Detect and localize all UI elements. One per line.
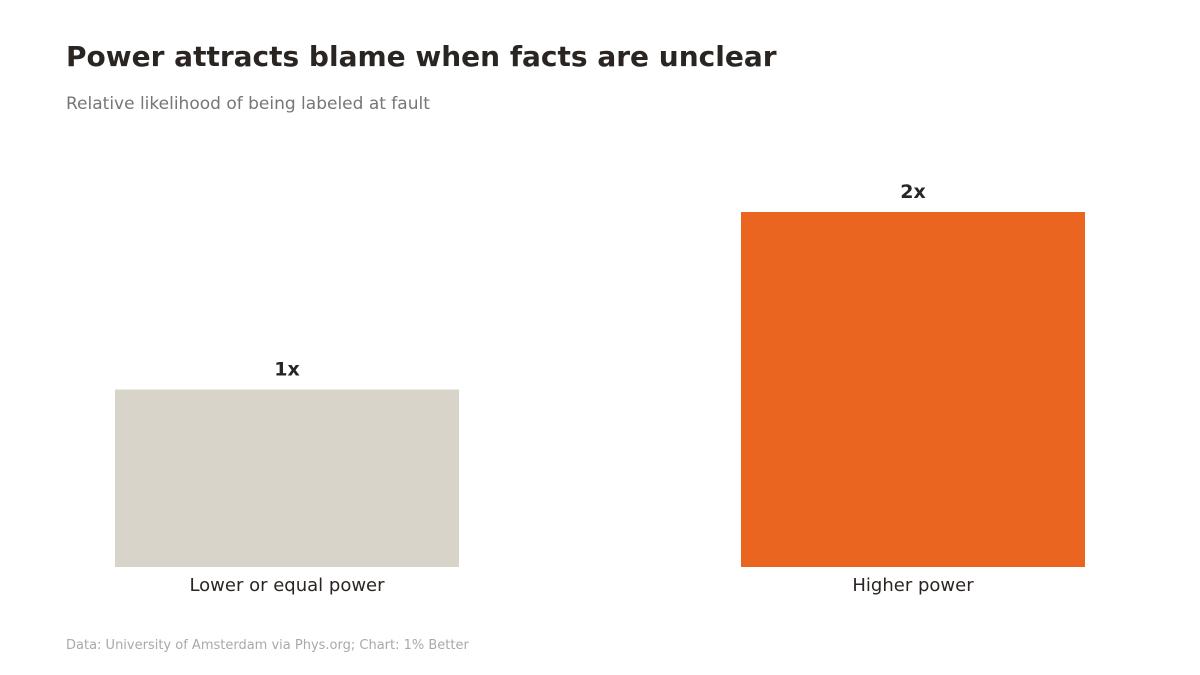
- value-label-higher-power: 2x: [900, 181, 925, 203]
- bar-lower-or-equal-power: [115, 389, 459, 567]
- bar-higher-power: [741, 212, 1085, 567]
- category-label-higher-power: Higher power: [852, 575, 974, 596]
- chart-title: Power attracts blame when facts are uncl…: [66, 40, 777, 73]
- category-label-lower-or-equal-power: Lower or equal power: [189, 575, 385, 596]
- chart-subtitle: Relative likelihood of being labeled at …: [66, 94, 430, 114]
- value-label-lower-or-equal-power: 1x: [274, 359, 299, 381]
- source-note: Data: University of Amsterdam via Phys.o…: [66, 638, 469, 653]
